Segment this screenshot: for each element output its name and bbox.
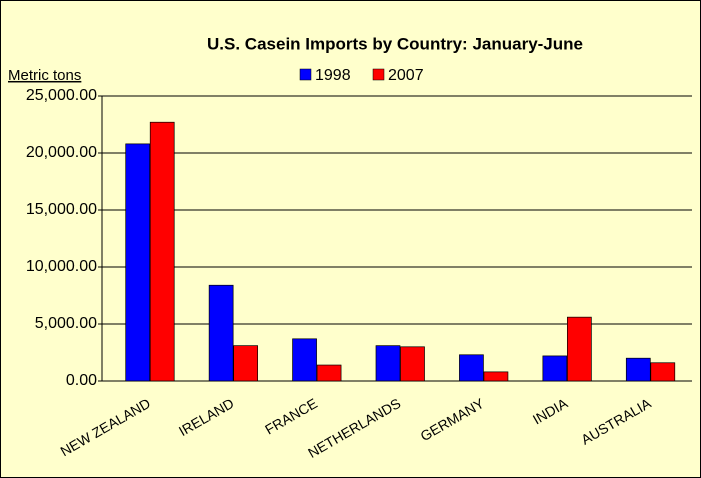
bar xyxy=(149,121,175,382)
bar xyxy=(316,364,342,382)
y-tick-label: 0.00 xyxy=(66,372,97,389)
y-axis-label: Metric tons xyxy=(8,67,81,84)
bar xyxy=(125,143,151,382)
bar xyxy=(459,354,484,382)
chart-title: U.S. Casein Imports by Country: January-… xyxy=(207,34,583,53)
bar xyxy=(400,346,425,382)
bar xyxy=(208,284,234,382)
bar xyxy=(375,345,401,382)
legend-swatch xyxy=(299,68,312,81)
y-tick-label: 15,000.00 xyxy=(26,201,97,218)
legend-swatch xyxy=(372,68,385,81)
bar xyxy=(292,338,317,382)
y-tick-label: 5,000.00 xyxy=(35,315,97,332)
bar xyxy=(567,316,592,382)
bar xyxy=(233,345,258,382)
bar xyxy=(625,357,651,382)
bar xyxy=(650,362,676,382)
legend-label: 2007 xyxy=(388,67,424,84)
y-tick-label: 10,000.00 xyxy=(26,258,97,275)
legend-label: 1998 xyxy=(315,67,351,84)
y-tick-label: 25,000.00 xyxy=(26,87,97,104)
bar xyxy=(542,355,568,382)
y-tick-label: 20,000.00 xyxy=(26,144,97,161)
bar xyxy=(483,371,509,382)
